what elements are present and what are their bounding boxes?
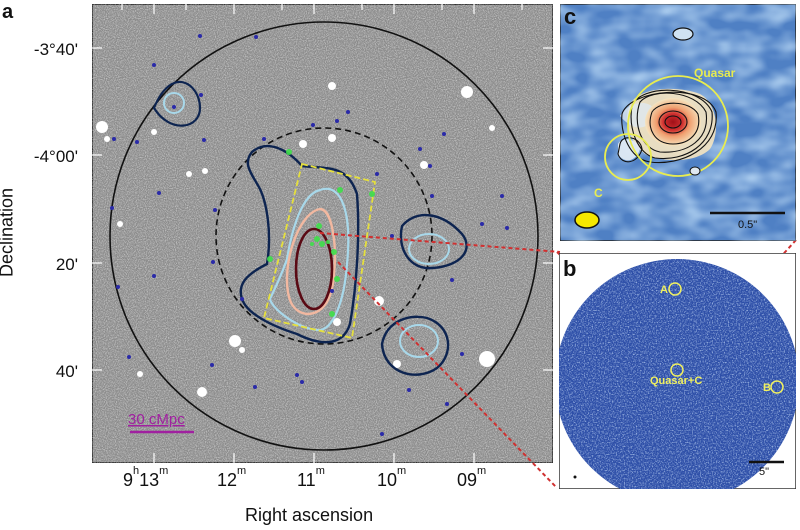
y-tick-40: 40': [55, 362, 78, 381]
y-tick-4-00: -4°00': [33, 147, 78, 166]
x-tick-09m: 09m: [457, 465, 487, 490]
x-tick-9h13m: 9h13m: [123, 465, 169, 490]
y-axis-title: Declination: [0, 187, 17, 278]
beam-ellipse: [574, 211, 600, 229]
x-tick-10m: 10m: [377, 465, 407, 490]
panel-b-image: b A Quasar+C B 5": [559, 253, 796, 489]
quasar-aperture: [627, 75, 729, 177]
scale-bar-c-label: 0.5": [738, 219, 757, 231]
yellow-dashed-box: [262, 162, 377, 340]
companion-label: C: [594, 186, 603, 200]
quasar-core: [645, 98, 701, 146]
noise-contour: [672, 27, 694, 41]
flux-contours: [617, 89, 717, 164]
source-b-label: B: [763, 382, 771, 394]
panel-b-label: b: [563, 256, 576, 281]
companion-aperture: [604, 133, 652, 181]
x-tick-11m: 11m: [297, 465, 325, 490]
panel-a-label: a: [2, 1, 14, 23]
quasar-c-label: Quasar+C: [650, 375, 702, 387]
source-b-marker: [770, 380, 784, 394]
x-axis-title: Right ascension: [245, 505, 374, 525]
y-tick-20: 20': [55, 255, 78, 274]
panel-c-image: c Quasar C 0.5": [560, 4, 796, 241]
scale-bar-label: 30 cMpc: [128, 411, 185, 428]
alma-field: [559, 259, 796, 489]
source-a-marker: [668, 282, 682, 296]
quasar-label: Quasar: [694, 66, 736, 80]
beam-dot: [573, 475, 577, 479]
source-a-label: A: [660, 284, 668, 296]
x-tick-12m: 12m: [217, 465, 247, 490]
contour-group-top-left: [152, 80, 202, 127]
panel-a-image: 30 cMpc: [92, 4, 553, 463]
panel-c-label: c: [564, 4, 576, 29]
y-tick-3-40: -3°40': [33, 40, 78, 59]
quasar-c-marker: [670, 363, 684, 377]
scale-bar-b-label: 5": [759, 466, 769, 478]
